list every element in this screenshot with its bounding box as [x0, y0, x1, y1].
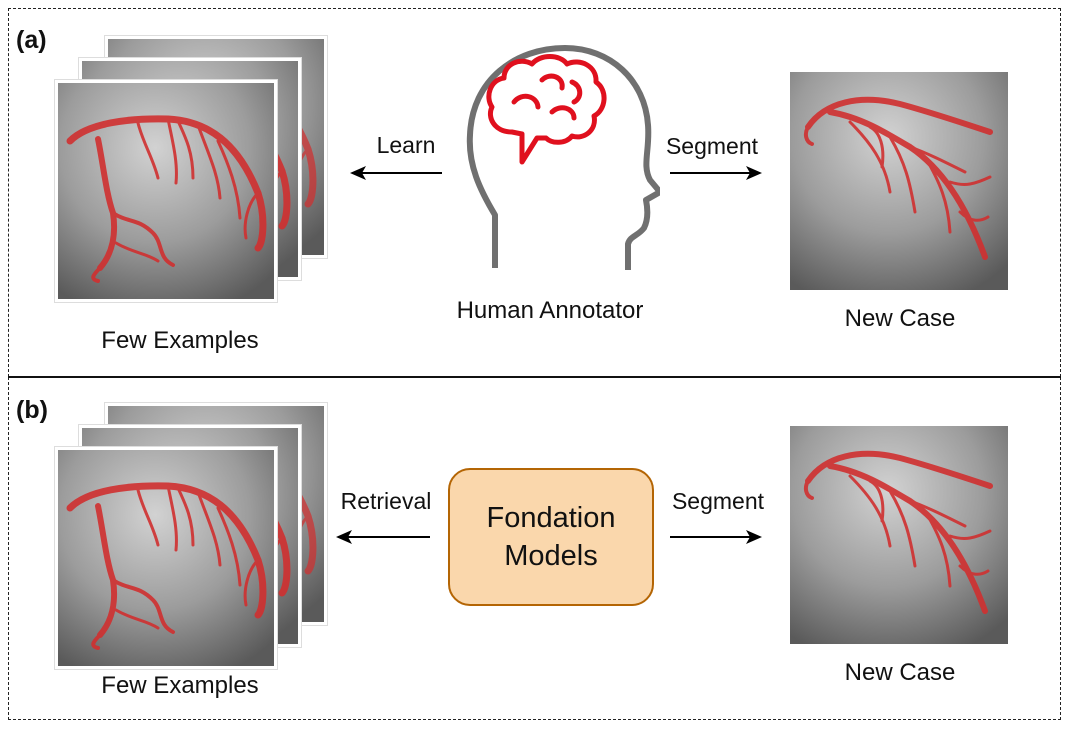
foundation-models-box: Fondation Models	[448, 468, 654, 606]
human-head-icon	[466, 45, 660, 270]
left-arrow	[350, 166, 442, 180]
retrieval-label: Retrieval	[340, 488, 432, 514]
example-image	[55, 80, 277, 302]
right-arrow	[670, 530, 762, 544]
right-arrow	[670, 166, 762, 180]
new-case-caption: New Case	[844, 305, 956, 332]
panel-b-frame	[8, 377, 1061, 720]
example-image-stack-a	[55, 36, 327, 302]
brain-icon	[486, 54, 607, 165]
example-image	[55, 447, 277, 669]
new-case-image	[790, 72, 1008, 290]
example-image-stack-b	[55, 403, 327, 669]
few-examples-caption: Few Examples	[101, 327, 259, 354]
segment-label-a: Segment	[665, 133, 759, 159]
human-annotator-caption: Human Annotator	[456, 297, 644, 324]
new-case-caption-b: New Case	[844, 659, 956, 686]
learn-label: Learn	[376, 132, 436, 158]
model-line-2: Models	[504, 540, 598, 572]
model-line-1: Fondation	[486, 502, 616, 534]
panel-a-frame	[8, 8, 1061, 377]
segment-label-b: Segment	[671, 488, 765, 514]
few-examples-caption-b: Few Examples	[101, 672, 259, 699]
new-case-image-b	[790, 426, 1008, 644]
panel-divider	[8, 376, 1061, 378]
panel-a-label: (a)	[16, 26, 47, 54]
panel-b-label: (b)	[16, 396, 48, 424]
left-arrow	[336, 530, 430, 544]
